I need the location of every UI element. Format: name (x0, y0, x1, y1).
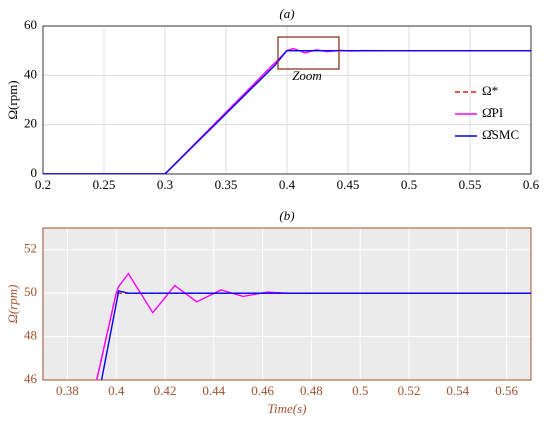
x-tick-label: 0.25 (93, 177, 116, 192)
y-tick-label: 46 (24, 371, 38, 386)
series-group (43, 47, 531, 174)
x-tick-label: 0.48 (300, 383, 323, 398)
zoom-box (277, 36, 340, 70)
data-line (100, 290, 531, 380)
y-tick-label: 50 (24, 284, 37, 299)
x-tick-label: 0.55 (459, 177, 482, 192)
x-tick-label: 0.46 (251, 383, 274, 398)
x-tick-label: 0.44 (202, 383, 225, 398)
x-tick-label: 0.4 (279, 177, 296, 192)
x-tick-label: 0.52 (398, 383, 421, 398)
plot-background (43, 228, 531, 380)
x-tick-label: 0.56 (495, 383, 518, 398)
plot-frame (42, 227, 532, 381)
x-tick-label: 0.4 (108, 383, 125, 398)
x-tick-label: 0.5 (352, 383, 368, 398)
y-tick-label: 20 (24, 116, 37, 131)
legend-label: Ω* (482, 83, 498, 98)
y-axis-label: Ω(rpm) (5, 284, 20, 323)
chart-title: (a) (279, 6, 294, 21)
x-axis-label: Time(s) (268, 401, 307, 416)
legend-label: Ω̂SMC (482, 127, 519, 142)
y-tick-label: 48 (24, 328, 37, 343)
x-tick-label: 0.42 (154, 383, 177, 398)
y-tick-label: 60 (24, 17, 37, 32)
chart-title: (b) (279, 208, 294, 223)
plot-frame (42, 25, 532, 175)
x-tick-label: 0.38 (56, 383, 79, 398)
y-axis-label: Ω(rpm) (5, 80, 20, 119)
y-tick-label: 52 (24, 241, 37, 256)
series-group (95, 272, 531, 380)
y-tick-label: 40 (24, 66, 37, 81)
y-tick-label: 0 (31, 165, 38, 180)
x-tick-label: 0.35 (215, 177, 238, 192)
x-tick-label: 0.45 (337, 177, 360, 192)
x-tick-label: 0.5 (401, 177, 417, 192)
x-tick-label: 0.3 (157, 177, 173, 192)
annotation: Zoom (292, 68, 322, 83)
legend-label: Ω̂PI (482, 105, 503, 120)
data-line (43, 49, 531, 174)
x-tick-label: 0.54 (446, 383, 469, 398)
x-tick-label: 0.6 (523, 177, 540, 192)
x-tick-label: 0.2 (35, 177, 51, 192)
